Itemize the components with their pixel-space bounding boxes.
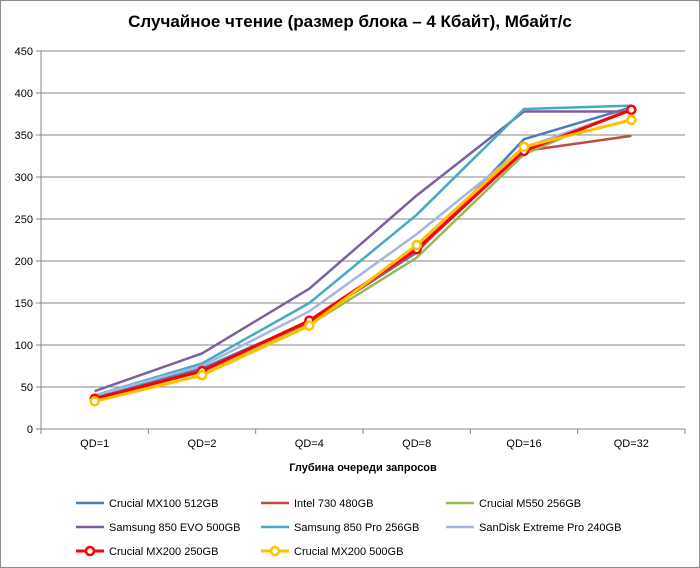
y-tick-label: 50 bbox=[21, 382, 33, 394]
series-line bbox=[94, 118, 632, 403]
legend-label: Crucial MX100 512GB bbox=[109, 498, 218, 510]
legend-label: Samsung 850 Pro 256GB bbox=[294, 522, 419, 534]
legend-label: Crucial MX200 250GB bbox=[109, 546, 218, 558]
y-tick-label: 150 bbox=[15, 298, 33, 310]
data-point bbox=[518, 141, 530, 153]
y-tick-label: 450 bbox=[15, 46, 33, 58]
y-tick-label: 0 bbox=[27, 424, 33, 436]
legend-label: Crucial MX200 500GB bbox=[294, 546, 403, 558]
x-tick-label: QD=2 bbox=[187, 438, 216, 450]
data-point bbox=[626, 104, 637, 116]
data-point bbox=[196, 369, 208, 381]
legend-label: SanDisk Extreme Pro 240GB bbox=[479, 522, 621, 534]
series-line bbox=[94, 106, 632, 399]
y-tick-label: 350 bbox=[15, 130, 33, 142]
x-tick-label: QD=1 bbox=[80, 438, 109, 450]
data-point bbox=[89, 396, 100, 407]
data-point bbox=[626, 114, 637, 126]
y-tick-label: 100 bbox=[15, 340, 33, 352]
series-line bbox=[94, 108, 632, 397]
y-tick-label: 200 bbox=[15, 256, 33, 268]
series-line bbox=[94, 106, 632, 400]
series-line bbox=[94, 134, 632, 400]
data-point bbox=[304, 320, 315, 331]
x-axis-title: Глубина очереди запросов bbox=[289, 462, 437, 474]
legend-label: Intel 730 480GB bbox=[294, 498, 374, 510]
y-tick-label: 300 bbox=[15, 172, 33, 184]
x-tick-label: QD=8 bbox=[402, 438, 431, 450]
legend-label: Samsung 850 EVO 500GB bbox=[109, 522, 240, 534]
x-tick-label: QD=32 bbox=[614, 438, 649, 450]
series-line bbox=[94, 104, 632, 397]
y-tick-label: 400 bbox=[15, 88, 33, 100]
series-line bbox=[94, 108, 632, 401]
chart-title: Случайное чтение (размер блока – 4 Кбайт… bbox=[128, 12, 572, 31]
series-line bbox=[94, 110, 632, 393]
legend-marker bbox=[269, 545, 281, 557]
legend-label: Crucial M550 256GB bbox=[479, 498, 581, 510]
data-point bbox=[411, 239, 422, 251]
legend-marker bbox=[84, 545, 96, 557]
y-tick-label: 250 bbox=[15, 214, 33, 226]
x-tick-label: QD=4 bbox=[295, 438, 324, 450]
x-tick-label: QD=16 bbox=[506, 438, 541, 450]
